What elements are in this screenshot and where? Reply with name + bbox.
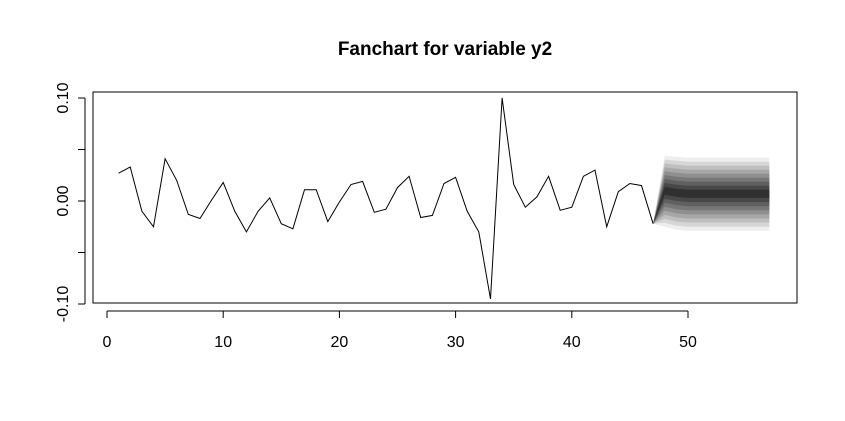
x-tick-label: 10: [214, 334, 232, 351]
fan-bands: [653, 155, 770, 231]
fan-band: [653, 186, 770, 224]
y-axis: -0.10 0.00 0.10: [55, 82, 86, 323]
chart-title: Fanchart for variable y2: [338, 39, 552, 60]
series-line: [118, 97, 654, 299]
y-tick-label: -0.10: [55, 286, 72, 323]
x-tick-label: 30: [447, 334, 465, 351]
x-tick-label: 20: [331, 334, 349, 351]
plot-frame: [92, 91, 798, 304]
series-layer: [118, 97, 654, 299]
x-tick-label: 40: [563, 334, 581, 351]
y-tick-label: 0.10: [55, 82, 72, 113]
x-axis: 0 10 20 30 40 50: [103, 310, 697, 351]
y-tick-label: 0.00: [55, 185, 72, 216]
x-tick-label: 50: [679, 334, 697, 351]
x-tick-label: 0: [103, 334, 112, 351]
